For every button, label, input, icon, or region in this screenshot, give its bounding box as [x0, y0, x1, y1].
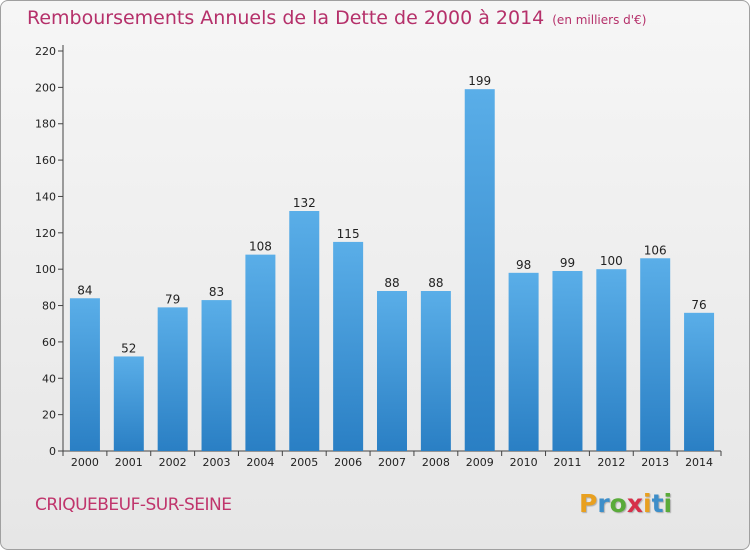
data-label: 76 — [691, 298, 706, 312]
logo-letter: o — [609, 489, 627, 518]
logo-letter: P — [579, 489, 598, 518]
bar — [640, 258, 671, 451]
y-tick-label: 220 — [35, 45, 56, 58]
data-label: 100 — [600, 254, 623, 268]
bar — [245, 254, 276, 451]
x-tick-label: 2002 — [159, 456, 187, 469]
data-label: 106 — [644, 243, 667, 257]
data-label: 99 — [560, 256, 575, 270]
y-tick-label: 140 — [35, 190, 56, 203]
data-label: 132 — [293, 196, 316, 210]
data-label: 88 — [428, 276, 443, 290]
data-label: 98 — [516, 258, 531, 272]
bar — [596, 269, 627, 451]
y-tick-label: 180 — [35, 118, 56, 131]
x-tick-label: 2009 — [466, 456, 494, 469]
x-tick-label: 2007 — [378, 456, 406, 469]
y-tick-label: 40 — [42, 372, 56, 385]
data-label: 79 — [165, 292, 180, 306]
bar — [333, 241, 364, 451]
data-label: 115 — [337, 227, 360, 241]
x-tick-label: 2006 — [334, 456, 362, 469]
y-tick-label: 0 — [49, 445, 56, 458]
x-tick-label: 2010 — [510, 456, 538, 469]
x-tick-label: 2011 — [553, 456, 581, 469]
y-tick-label: 120 — [35, 227, 56, 240]
data-label: 199 — [468, 74, 491, 88]
y-tick-label: 20 — [42, 409, 56, 422]
bar — [377, 291, 407, 451]
logo-letter: x — [626, 489, 643, 518]
brand-logo: Proxiti — [579, 489, 672, 518]
x-tick-label: 2014 — [685, 456, 713, 469]
bar — [684, 312, 715, 451]
bar — [157, 307, 188, 451]
logo-letter: t — [651, 489, 664, 518]
y-tick-label: 200 — [35, 81, 56, 94]
data-label: 84 — [77, 283, 92, 297]
logo-letter: i — [663, 489, 673, 518]
bar — [69, 298, 100, 451]
x-tick-label: 2008 — [422, 456, 450, 469]
x-tick-label: 2003 — [203, 456, 231, 469]
y-tick-label: 80 — [42, 300, 56, 313]
y-tick-label: 100 — [35, 263, 56, 276]
bar — [464, 89, 495, 451]
chart-title: Remboursements Annuels de la Dette de 20… — [27, 7, 646, 29]
bar — [289, 211, 320, 451]
x-tick-label: 2013 — [641, 456, 669, 469]
bar — [113, 356, 144, 451]
location-name: CRIQUEBEUF-SUR-SEINE — [35, 495, 232, 515]
data-label: 52 — [121, 341, 136, 355]
bar — [552, 271, 583, 451]
x-tick-label: 2012 — [597, 456, 625, 469]
x-tick-label: 2005 — [290, 456, 318, 469]
x-tick-label: 2004 — [246, 456, 274, 469]
x-tick-label: 2001 — [115, 456, 143, 469]
title-unit: (en milliers d'€) — [552, 13, 647, 27]
y-tick-label: 160 — [35, 154, 56, 167]
y-tick-label: 60 — [42, 336, 56, 349]
data-label: 83 — [209, 285, 224, 299]
x-tick-label: 2000 — [71, 456, 99, 469]
data-label: 88 — [384, 276, 399, 290]
data-label: 108 — [249, 240, 272, 254]
bar — [420, 291, 451, 451]
bar — [201, 300, 232, 451]
logo-letter: i — [643, 489, 652, 518]
bar — [508, 272, 539, 451]
logo-letter: r — [597, 489, 610, 518]
title-text: Remboursements Annuels de la Dette de 20… — [27, 7, 545, 29]
